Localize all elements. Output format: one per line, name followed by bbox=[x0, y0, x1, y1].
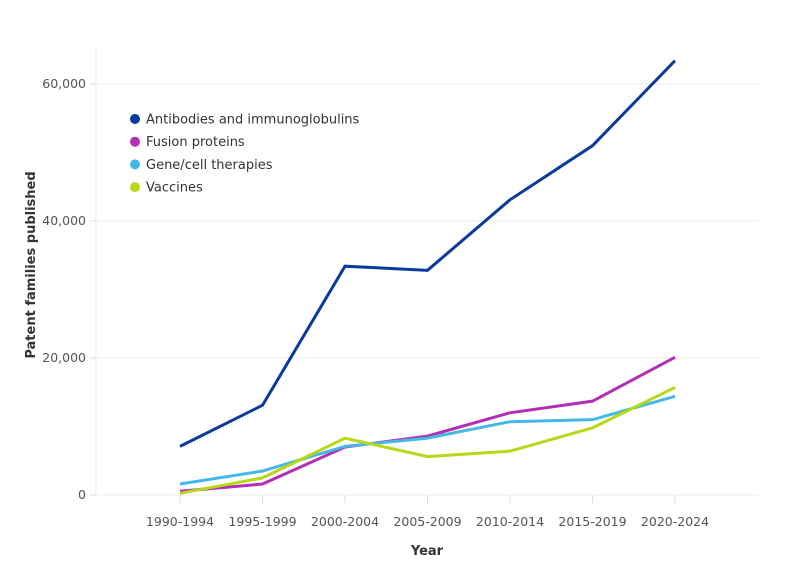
series-lines bbox=[179, 59, 677, 495]
x-tick-label: 2000-2004 bbox=[311, 514, 379, 529]
x-tick-label: 2015-2019 bbox=[558, 514, 626, 529]
x-tick-label: 2020-2024 bbox=[641, 514, 709, 529]
legend-item: Gene/cell therapies bbox=[130, 158, 273, 173]
legend-swatch-icon bbox=[130, 114, 140, 124]
legend-label: Antibodies and immunoglobulins bbox=[146, 113, 360, 128]
y-axis-ticks: 0 20,000 40,000 60,000 bbox=[42, 76, 96, 502]
legend-label: Gene/cell therapies bbox=[146, 158, 273, 173]
x-axis-ticks: 1990-1994 1995-1999 2000-2004 2005-2009 2010… bbox=[146, 495, 709, 529]
y-tick-label: 60,000 bbox=[42, 76, 86, 91]
series-line-vaccines bbox=[179, 386, 676, 495]
legend-label: Fusion proteins bbox=[146, 135, 245, 150]
x-tick-label: 2005-2009 bbox=[393, 514, 461, 529]
x-tick-label: 2010-2014 bbox=[476, 514, 544, 529]
y-tick-label: 20,000 bbox=[42, 350, 86, 365]
legend-item: Antibodies and immunoglobulins bbox=[130, 113, 360, 128]
legend-item: Vaccines bbox=[130, 181, 203, 196]
y-tick-label: 40,000 bbox=[42, 213, 86, 228]
legend: Antibodies and immunoglobulins Fusion pro… bbox=[130, 113, 360, 196]
legend-swatch-icon bbox=[130, 182, 140, 193]
legend-swatch-icon bbox=[130, 136, 140, 147]
legend-label: Vaccines bbox=[146, 181, 203, 196]
x-axis-title: Year bbox=[410, 544, 444, 559]
x-tick-label: 1995-1999 bbox=[228, 514, 296, 529]
legend-swatch-icon bbox=[130, 159, 140, 170]
y-axis-title: Patent families published bbox=[24, 171, 39, 358]
x-tick-label: 1990-1994 bbox=[146, 514, 214, 529]
y-tick-label: 0 bbox=[78, 487, 86, 502]
legend-item: Fusion proteins bbox=[130, 135, 245, 150]
